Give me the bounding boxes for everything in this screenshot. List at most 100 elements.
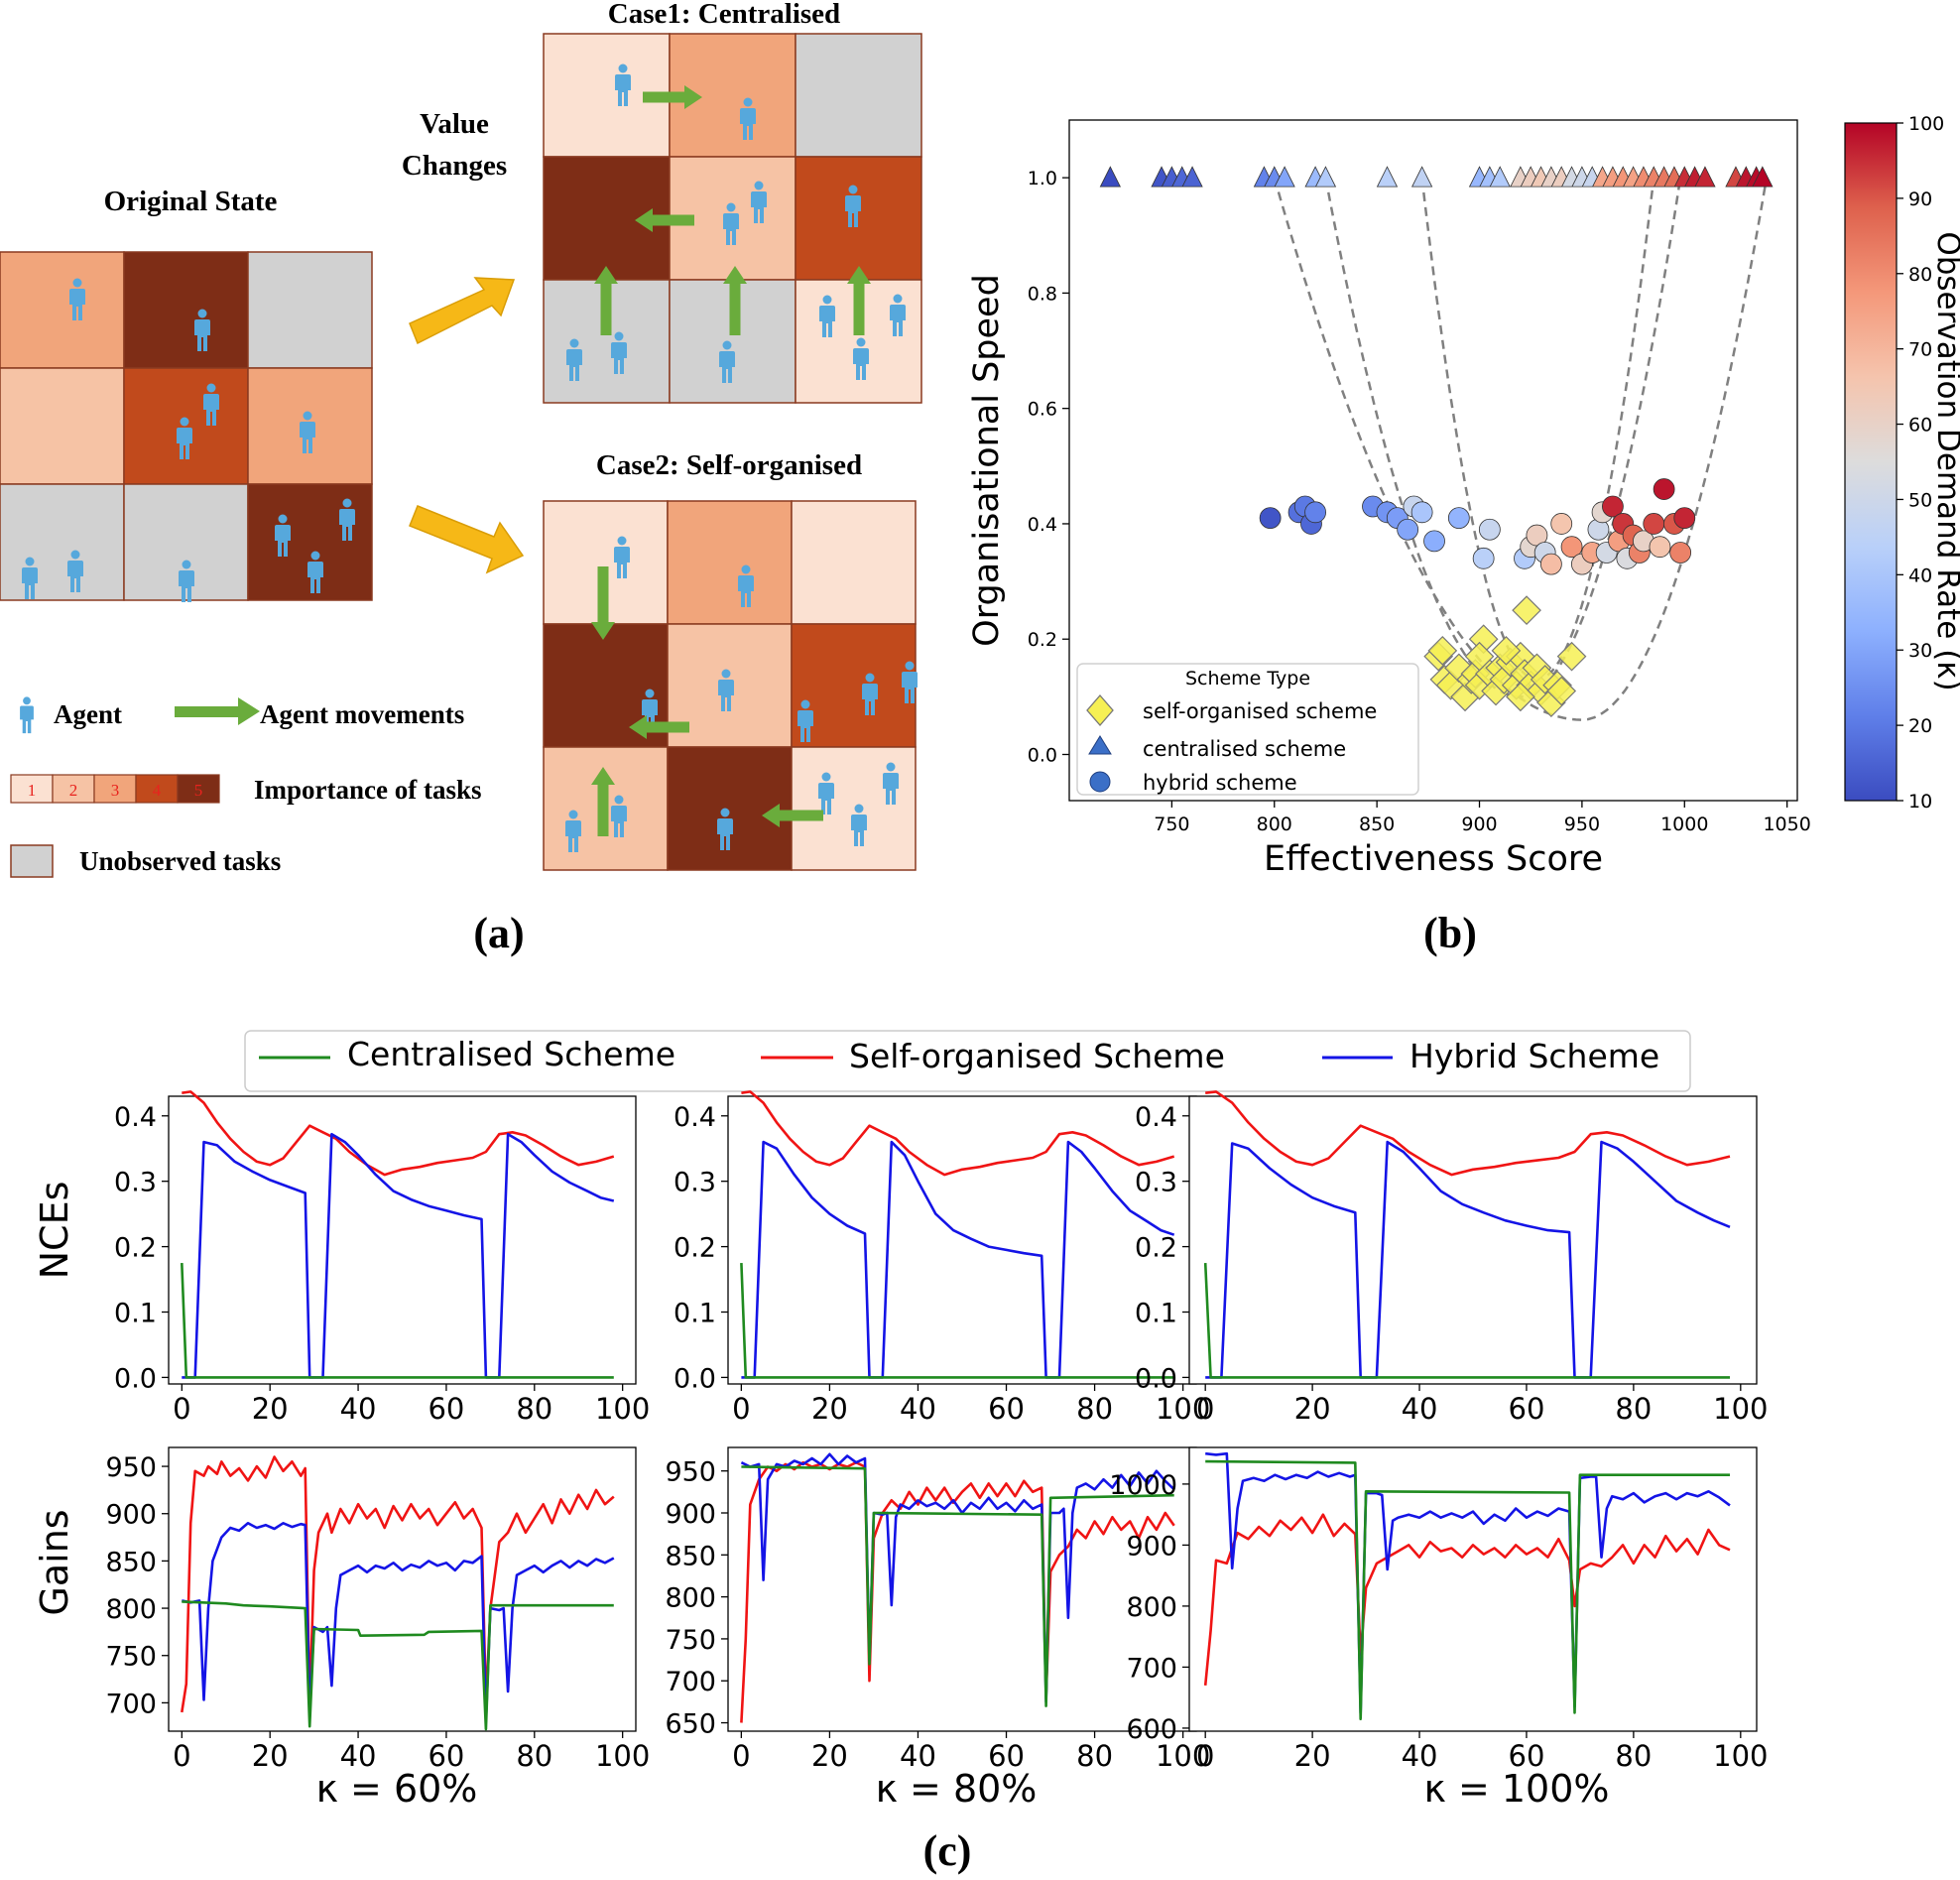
scatter-points xyxy=(1099,166,1774,718)
hybrid-point xyxy=(1259,507,1282,530)
y-tick-label: 0.3 xyxy=(114,1168,157,1198)
colorbar-label: Observation Demand Rate (κ) xyxy=(1930,231,1960,690)
series-line-self-organised xyxy=(181,1455,615,1713)
series-line-self-organised xyxy=(740,1460,1175,1723)
importance-level-label: 1 xyxy=(28,781,37,800)
panel-a: Original State Value Changes Case1: Cent… xyxy=(0,0,922,957)
colorbar-tick-label: 40 xyxy=(1908,564,1932,586)
series-line-hybrid xyxy=(741,1140,1175,1379)
y-tick-label: 800 xyxy=(105,1594,157,1625)
transition-arrow-to-case1 xyxy=(409,277,516,345)
agent-movement-arrow xyxy=(635,208,694,232)
series-line-self-organised xyxy=(1205,1090,1731,1177)
centralised-legend-label: centralised scheme xyxy=(1143,737,1346,761)
panel-a-legend: Agent Agent movements 1 2 3 4 5 Importance o… xyxy=(10,696,482,878)
x-tick-label: 100 xyxy=(1713,1392,1768,1426)
x-tick-label: 40 xyxy=(1402,1392,1438,1426)
value-changes-label-line1: Value xyxy=(420,108,489,140)
y-tick-label: 700 xyxy=(1126,1653,1177,1684)
y-tick-label: 700 xyxy=(665,1667,716,1697)
centralised-point xyxy=(1489,166,1511,188)
colorbar-gradient xyxy=(1844,122,1898,802)
original-state-title: Original State xyxy=(104,186,278,217)
scatter-y-label: Organisational Speed xyxy=(967,274,1007,647)
colorbar-ticks: 10 20 30 40 50 60 70 80 90 100 xyxy=(1897,113,1944,813)
subplot-frame xyxy=(1188,1446,1758,1732)
series-line-centralised xyxy=(1203,1263,1730,1379)
subplot-nces-1: 0 20 40 60 80 100 0.0 0.1 0.2 0.3 0.4 xyxy=(114,1090,650,1426)
y-tick-label: 1000 xyxy=(1109,1470,1177,1501)
series-line-self-organised xyxy=(182,1090,615,1177)
colorbar-tick-label: 80 xyxy=(1908,264,1932,286)
value-changes-label-line2: Changes xyxy=(402,150,507,182)
x-tick-label: 20 xyxy=(1294,1739,1331,1773)
scatter-axes: 750 800 850 900 950 1000 1050 0.0 0.2 0.4 0.6 0.8 1.… xyxy=(1028,168,1811,835)
x-tick-label: 750 xyxy=(1154,814,1189,835)
subplot-frame xyxy=(1188,1095,1758,1385)
importance-level-label: 5 xyxy=(194,781,203,800)
x-tick-label: 100 xyxy=(1156,1739,1210,1773)
self-organised-point xyxy=(1491,635,1522,666)
colorbar: 10 20 30 40 50 60 70 80 90 100 Observation Demand… xyxy=(1844,113,1960,813)
y-tick-label: 0.4 xyxy=(1028,514,1057,536)
agent-movement-arrow xyxy=(629,715,689,739)
y-tick-label: 0.0 xyxy=(114,1363,157,1394)
importance-swatch xyxy=(10,774,54,804)
x-tick-label: 40 xyxy=(340,1739,377,1773)
self-organised-point xyxy=(1546,676,1577,706)
self-organised-point xyxy=(1464,641,1495,672)
agent-movement-arrow xyxy=(591,566,615,640)
x-tick-label: 60 xyxy=(1509,1392,1545,1426)
y-tick-label: 0.1 xyxy=(1135,1299,1177,1329)
y-tick-label: 800 xyxy=(665,1583,716,1614)
grid-cell xyxy=(123,251,249,369)
panel-b: 750 800 850 900 950 1000 10500.00.20.40.60.81.… xyxy=(967,113,1960,957)
line-legend: Centralised Scheme Self-organised Scheme… xyxy=(244,1030,1691,1092)
grid-cell xyxy=(791,746,917,871)
x-tick-label: 80 xyxy=(516,1739,552,1773)
y-tick-label: 900 xyxy=(665,1499,716,1530)
x-tick-label: 80 xyxy=(1076,1392,1113,1426)
self-organised-point xyxy=(1556,641,1587,672)
hybrid-point xyxy=(1669,542,1692,564)
legend-label-self: Self-organised Scheme xyxy=(849,1037,1225,1075)
hybrid-point xyxy=(1423,530,1445,553)
grid-cell xyxy=(0,483,125,601)
movement-legend-label: Agent movements xyxy=(260,699,464,729)
row-label-nces: NCEs xyxy=(33,1182,76,1280)
y-tick-label: 850 xyxy=(105,1547,157,1577)
y-tick-label: 750 xyxy=(665,1625,716,1656)
y-tick-label: 0.2 xyxy=(1135,1233,1177,1264)
subplot-frame xyxy=(168,1446,637,1732)
x-tick-label: 850 xyxy=(1359,814,1395,835)
case2-title: Case2: Self-organised xyxy=(596,449,862,481)
colorbar-tick-label: 30 xyxy=(1908,640,1932,662)
column-label-60: κ = 60% xyxy=(316,1767,478,1811)
y-tick-label: 700 xyxy=(105,1689,157,1719)
y-tick-label: 0.1 xyxy=(114,1299,157,1329)
x-tick-label: 60 xyxy=(428,1392,464,1426)
series-line-centralised xyxy=(741,1465,1174,1707)
panel-a-label: (a) xyxy=(473,909,524,957)
x-tick-label: 20 xyxy=(811,1392,848,1426)
grid-cell xyxy=(795,156,922,281)
hybrid-point xyxy=(1539,553,1562,575)
agent-movement-arrow xyxy=(591,767,615,836)
self-organised-legend-label: self-organised scheme xyxy=(1143,699,1377,723)
subplot-frame xyxy=(727,1446,1197,1732)
importance-level-label: 4 xyxy=(153,781,162,800)
y-tick-label: 0.4 xyxy=(114,1102,157,1133)
y-tick-label: 0.0 xyxy=(674,1363,716,1394)
x-tick-label: 60 xyxy=(428,1739,464,1773)
y-tick-label: 950 xyxy=(665,1457,716,1488)
colorbar-tick-label: 50 xyxy=(1908,489,1932,511)
y-tick-label: 850 xyxy=(665,1541,716,1571)
hybrid-point xyxy=(1560,536,1583,559)
hybrid-legend-marker xyxy=(1089,771,1111,793)
importance-swatch xyxy=(135,774,179,804)
y-tick-label: 0.2 xyxy=(1028,629,1057,651)
x-tick-label: 1050 xyxy=(1763,814,1810,835)
series-line-hybrid xyxy=(1205,1451,1731,1714)
column-label-80: κ = 80% xyxy=(876,1767,1038,1811)
